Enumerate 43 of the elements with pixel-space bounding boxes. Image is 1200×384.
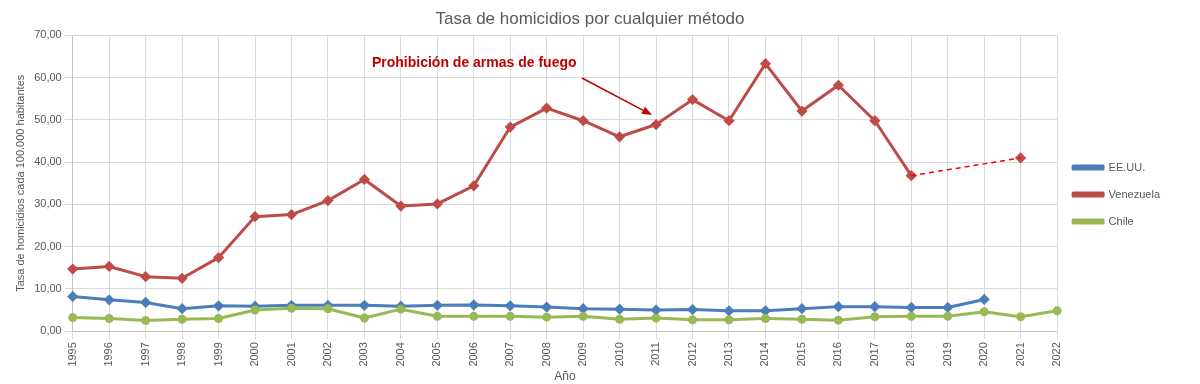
x-tick-label: 2016 xyxy=(831,342,844,367)
x-tick-label: 2018 xyxy=(904,342,917,367)
y-tick-label: 20,00 xyxy=(34,239,62,252)
y-tick-label: 60,00 xyxy=(34,70,62,83)
chart-title: Tasa de homicidios por cualquier método xyxy=(435,8,745,28)
x-tick-label: 2014 xyxy=(758,342,771,367)
y-tick-label: 30,00 xyxy=(34,197,62,210)
x-tick-label: 1999 xyxy=(211,342,224,367)
x-tick-label: 2007 xyxy=(503,342,516,367)
x-tick-label: 2015 xyxy=(794,342,807,367)
x-tick-label: 1997 xyxy=(138,342,151,367)
x-tick-label: 2006 xyxy=(466,342,479,367)
x-tick-label: 2002 xyxy=(320,342,333,367)
x-tick-label: 1996 xyxy=(102,342,115,367)
x-tick-label: 2019 xyxy=(940,342,953,367)
x-tick-label: 2017 xyxy=(867,342,880,367)
x-tick-label: 2021 xyxy=(1013,342,1026,367)
y-tick-label: 10,00 xyxy=(34,281,62,294)
x-tick-label: 2004 xyxy=(393,342,406,367)
y-tick-label: 40,00 xyxy=(34,155,62,168)
x-tick-label: 2005 xyxy=(430,342,443,367)
x-tick-label: 2008 xyxy=(539,342,552,367)
x-axis-title: Año xyxy=(554,369,576,384)
x-tick-label: 2009 xyxy=(576,342,589,367)
x-tick-label: 2011 xyxy=(649,342,662,366)
y-tick-label: 50,00 xyxy=(34,112,62,125)
y-tick-label: 70,00 xyxy=(34,28,62,41)
x-tick-label: 2000 xyxy=(248,342,261,367)
legend-label: EE.UU. xyxy=(1108,160,1146,173)
x-tick-label: 2022 xyxy=(1050,342,1063,367)
x-tick-label: 2010 xyxy=(612,342,625,367)
x-tick-label: 2020 xyxy=(977,342,990,367)
x-tick-label: 2001 xyxy=(284,342,297,367)
x-tick-label: 1995 xyxy=(65,342,78,367)
x-tick-label: 1998 xyxy=(175,342,188,367)
legend-label: Venezuela xyxy=(1108,187,1161,200)
legend-label: Chile xyxy=(1108,214,1134,227)
y-tick-label: 0,00 xyxy=(40,324,62,337)
x-tick-label: 2012 xyxy=(685,342,698,367)
x-tick-label: 2003 xyxy=(357,342,370,367)
y-axis-title: Tasa de homicidios cada 100.000 habitantes xyxy=(13,74,26,292)
annotation: Prohibición de armas de fuego xyxy=(371,54,577,71)
x-tick-label: 2013 xyxy=(722,342,735,367)
